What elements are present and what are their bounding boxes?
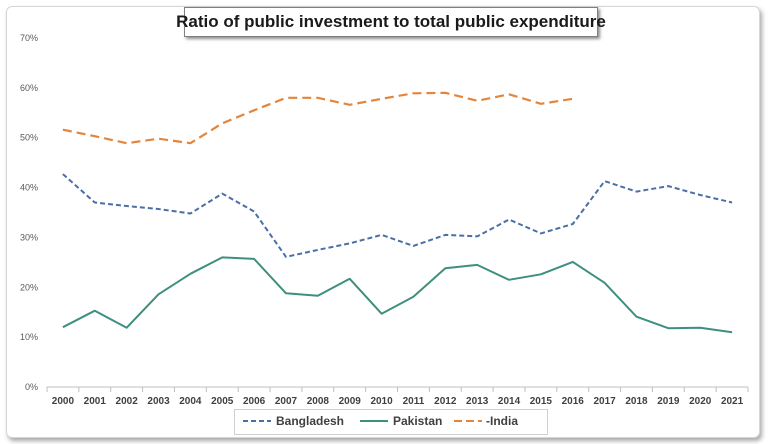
x-tick-label: 2020 (689, 396, 712, 407)
chart-frame (6, 6, 760, 438)
x-tick-label: 2011 (403, 396, 425, 407)
x-tick-label: 2001 (84, 396, 107, 407)
x-tick-label: 2021 (721, 396, 744, 407)
y-tick-label: 40% (20, 183, 38, 193)
y-tick-label: 0% (25, 382, 38, 392)
y-tick-label: 20% (20, 282, 38, 292)
y-tick-label: 50% (20, 133, 38, 143)
x-tick-label: 2010 (370, 396, 393, 407)
legend-label: -India (486, 414, 518, 428)
series-line-bangladesh (62, 173, 733, 258)
y-tick-label: 70% (20, 33, 38, 43)
x-tick-label: 2007 (275, 396, 298, 407)
x-tick-label: 2013 (466, 396, 489, 407)
legend: Bangladesh Pakistan -India (243, 414, 518, 428)
x-tick-label: 2014 (498, 396, 521, 407)
y-tick-label: 30% (20, 232, 38, 242)
legend-box (234, 409, 548, 435)
chart-title-box: Ratio of public investment to total publ… (176, 7, 606, 37)
x-tick-label: 2006 (243, 396, 266, 407)
legend-label: Pakistan (393, 414, 442, 428)
y-tick-label: 60% (20, 83, 38, 93)
x-tick-label: 2012 (434, 396, 457, 407)
x-tick-label: 2004 (179, 396, 202, 407)
x-tick-label: 2002 (116, 396, 139, 407)
x-tick-label: 2017 (593, 396, 616, 407)
axes (46, 386, 749, 392)
x-tick-label: 2003 (147, 396, 170, 407)
x-tick-label: 2019 (657, 396, 680, 407)
x-tick-labels: 2000 2001 2002 2003 2004 2005 2006 2007 2008 2009… (52, 396, 744, 407)
y-tick-label: 10% (20, 332, 38, 342)
x-tick-label: 2009 (339, 396, 362, 407)
series-line-india (62, 91, 573, 145)
x-tick-label: 2005 (211, 396, 234, 407)
x-tick-label: 2015 (530, 396, 553, 407)
x-tick-label: 2016 (562, 396, 585, 407)
x-tick-label: 2008 (307, 396, 330, 407)
legend-label: Bangladesh (276, 414, 344, 428)
y-tick-labels: 0% 10% 20% 30% 40% 50% 60% 70% (20, 33, 38, 392)
x-tick-label: 2000 (52, 396, 75, 407)
series-line-pakistan (62, 256, 733, 334)
chart-title: Ratio of public investment to total publ… (176, 12, 606, 31)
series-lines (62, 91, 733, 334)
x-tick-label: 2018 (625, 396, 648, 407)
